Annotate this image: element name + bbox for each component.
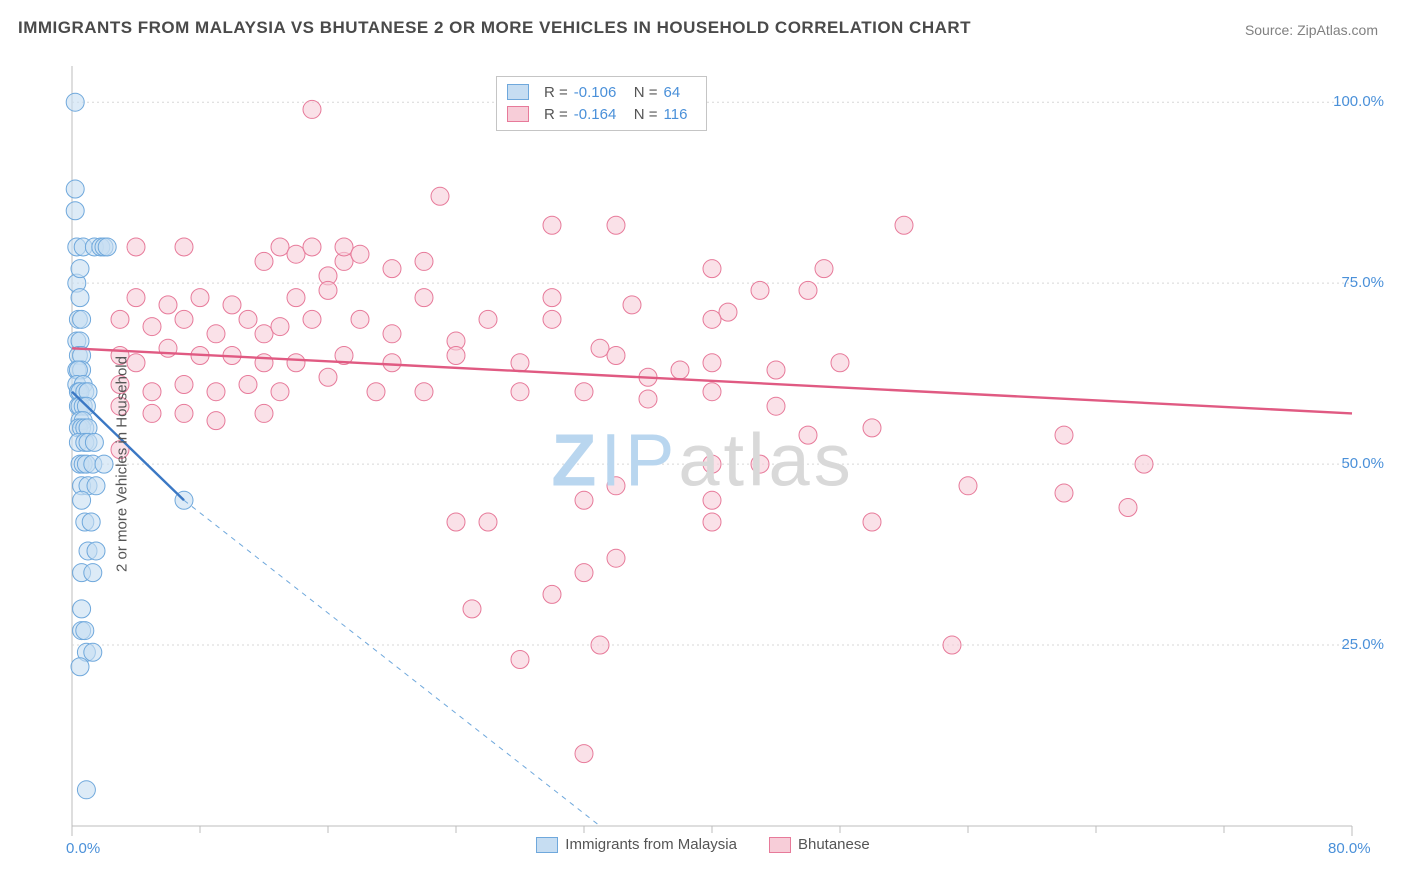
legend-item-bhutanese: Bhutanese [769, 836, 870, 853]
y-tick-label: 75.0% [1341, 274, 1384, 291]
chart-title: IMMIGRANTS FROM MALAYSIA VS BHUTANESE 2 … [18, 18, 971, 38]
corr-r-value: -0.164 [574, 106, 626, 123]
corr-n-value: 64 [664, 84, 694, 101]
source-link[interactable]: ZipAtlas.com [1297, 22, 1378, 38]
scatter-chart [18, 54, 1388, 874]
corr-r-label: R = [544, 84, 568, 101]
corr-swatch [507, 84, 529, 100]
corr-n-value: 116 [664, 106, 694, 123]
corr-swatch [507, 106, 529, 122]
source-prefix: Source: [1245, 22, 1297, 38]
y-tick-label: 100.0% [1333, 93, 1384, 110]
chart-area: 2 or more Vehicles in Household ZIPatlas… [18, 54, 1388, 874]
legend-swatch [536, 837, 558, 853]
y-tick-label: 25.0% [1341, 636, 1384, 653]
legend-label: Immigrants from Malaysia [565, 836, 737, 853]
corr-r-label: R = [544, 106, 568, 123]
corr-n-label: N = [634, 106, 658, 123]
series-legend: Immigrants from Malaysia Bhutanese [18, 836, 1388, 857]
corr-n-label: N = [634, 84, 658, 101]
legend-swatch [769, 837, 791, 853]
y-axis-label: 2 or more Vehicles in Household [113, 356, 130, 572]
corr-r-value: -0.106 [574, 84, 626, 101]
corr-row-bhutanese: R = -0.164 N = 116 [507, 103, 694, 125]
source-attribution: Source: ZipAtlas.com [1245, 22, 1378, 38]
legend-label: Bhutanese [798, 836, 870, 853]
corr-row-malaysia: R = -0.106 N = 64 [507, 81, 694, 103]
correlation-legend: R = -0.106 N = 64 R = -0.164 N = 116 [496, 76, 707, 131]
series-bhutanese [111, 100, 1153, 762]
y-tick-label: 50.0% [1341, 455, 1384, 472]
legend-item-malaysia: Immigrants from Malaysia [536, 836, 737, 853]
